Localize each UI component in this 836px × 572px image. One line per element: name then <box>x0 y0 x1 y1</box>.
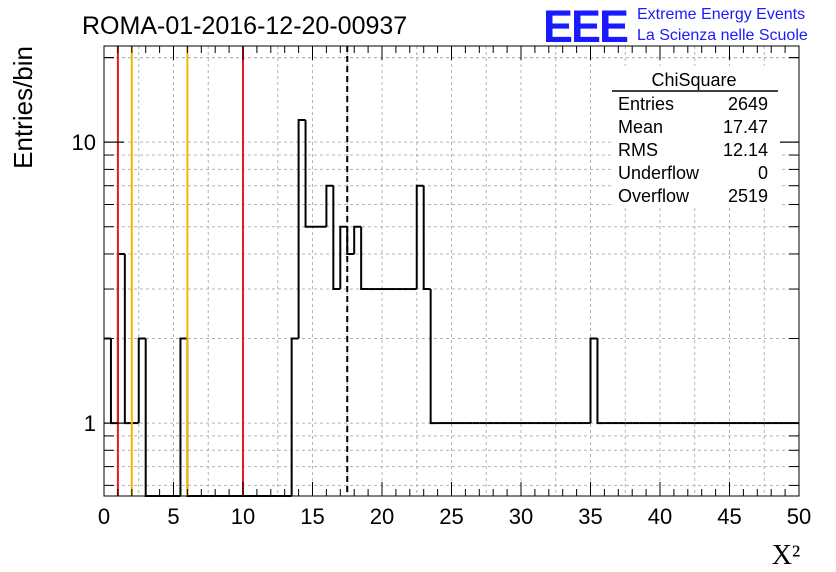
histogram-bin <box>339 225 348 290</box>
x-axis-title: X² <box>772 540 801 571</box>
eee-logo-line1: Extreme Energy Events <box>637 6 805 23</box>
x-tick-label: 25 <box>439 504 463 529</box>
histogram-bin <box>186 338 195 497</box>
histogram-bin <box>137 337 146 424</box>
y-axis-title: Entries/bin <box>8 46 38 169</box>
stats-label-entries: Entries <box>618 94 674 114</box>
stats-label-mean: Mean <box>618 117 663 137</box>
histogram-bin <box>346 226 355 255</box>
x-tick-label: 15 <box>300 504 324 529</box>
histogram-bin <box>429 289 438 425</box>
histogram-bin <box>304 119 313 228</box>
histogram-bin <box>415 184 424 290</box>
x-tick-label: 20 <box>370 504 394 529</box>
stats-label-overflow: Overflow <box>618 186 690 206</box>
x-tick-label: 10 <box>231 504 255 529</box>
x-tick-label: 0 <box>98 504 110 529</box>
histogram-bin <box>596 338 605 425</box>
histogram-bin <box>290 337 299 496</box>
x-tick-label: 30 <box>509 504 533 529</box>
x-tick-label: 45 <box>717 504 741 529</box>
reference-lines <box>116 46 349 496</box>
y-tick-label: 10 <box>72 130 96 155</box>
histogram-bin <box>325 184 334 227</box>
histogram-bin <box>332 185 341 291</box>
stats-label-underflow: Underflow <box>618 163 700 183</box>
run-title: ROMA-01-2016-12-20-00937 <box>82 12 407 40</box>
stats-value-overflow: 2519 <box>728 186 768 206</box>
stats-box: ChiSquare Entries 2649 Mean 17.47 RMS 12… <box>612 66 780 208</box>
histogram-bin <box>179 337 188 496</box>
x-tick-label: 35 <box>578 504 602 529</box>
eee-logo: EEE Extreme Energy Events La Scienza nel… <box>543 1 808 52</box>
y-tick-label: 1 <box>84 411 96 436</box>
stats-value-mean: 17.47 <box>723 117 768 137</box>
histogram-bin <box>589 337 598 424</box>
histogram-bin <box>360 226 369 291</box>
stats-value-entries: 2649 <box>728 94 768 114</box>
stats-box-title: ChiSquare <box>651 70 736 90</box>
histogram-bin <box>144 338 153 497</box>
eee-logo-line2: La Scienza nelle Scuole <box>637 27 808 44</box>
histogram-bin <box>353 225 362 254</box>
stats-value-underflow: 0 <box>758 163 768 183</box>
histogram-bin <box>109 338 118 425</box>
histogram-bin <box>422 185 431 291</box>
histogram-bin <box>297 118 306 339</box>
stats-box-background <box>612 66 780 208</box>
axis-ticks: 0 5 10 15 20 25 30 35 40 45 50 1 10 <box>72 46 811 529</box>
stats-label-rms: RMS <box>618 140 658 160</box>
x-tick-label: 5 <box>167 504 179 529</box>
x-tick-label: 50 <box>787 504 811 529</box>
eee-logo-mark: EEE <box>543 1 628 52</box>
x-tick-label: 40 <box>648 504 672 529</box>
stats-value-rms: 12.14 <box>723 140 768 160</box>
histogram-bin <box>123 253 132 425</box>
